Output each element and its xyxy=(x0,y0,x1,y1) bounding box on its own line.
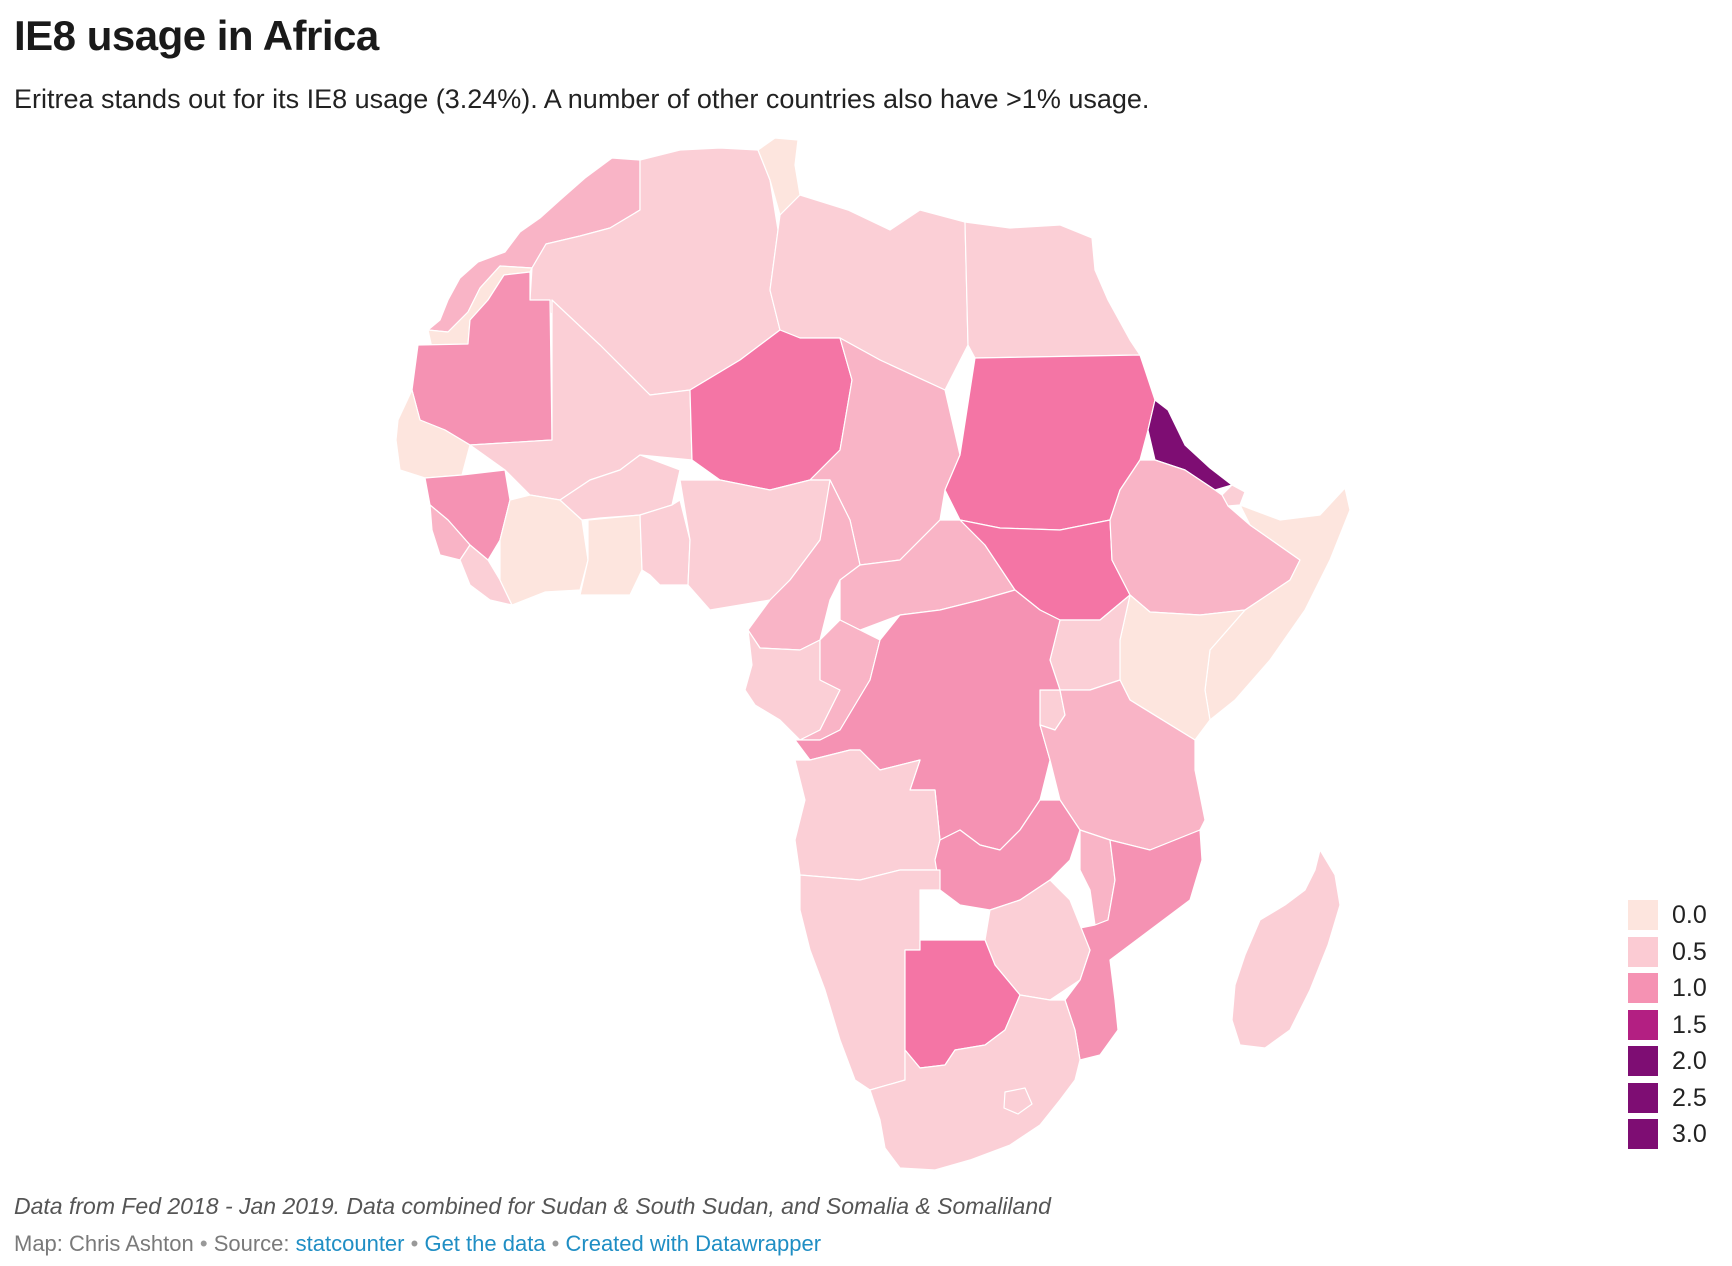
map-notes: Data from Fed 2018 - Jan 2019. Data comb… xyxy=(14,1193,1051,1219)
country-djibouti[interactable] xyxy=(1221,484,1246,507)
legend-label: 2.5 xyxy=(1672,1083,1707,1112)
byline-separator: • xyxy=(551,1231,560,1256)
source-link[interactable]: statcounter xyxy=(295,1231,405,1256)
byline-separator: • xyxy=(199,1231,208,1256)
legend-label: 1.5 xyxy=(1672,1010,1707,1039)
country-mozambique[interactable] xyxy=(1064,829,1203,1061)
legend-label: 2.0 xyxy=(1672,1047,1707,1075)
legend-label: 3.0 xyxy=(1672,1120,1707,1148)
legend-label: 1.0 xyxy=(1672,974,1707,1002)
legend-swatch xyxy=(1628,1046,1658,1076)
legend-swatch xyxy=(1628,900,1658,930)
country-eritrea[interactable] xyxy=(1147,399,1233,491)
country-ghana[interactable] xyxy=(579,514,643,596)
country-tunisia[interactable] xyxy=(757,137,801,216)
legend-swatch xyxy=(1628,1119,1658,1149)
country-madagascar[interactable] xyxy=(1231,849,1341,1049)
byline-source-prefix: Source: xyxy=(213,1231,290,1256)
map-title: IE8 usage in Africa xyxy=(14,12,379,59)
legend-swatch xyxy=(1628,1009,1658,1040)
country-togo-benin[interactable] xyxy=(639,499,691,586)
country-lesotho[interactable] xyxy=(1003,1087,1033,1115)
legend-swatch xyxy=(1628,936,1658,967)
legend-swatch xyxy=(1628,973,1658,1003)
legend-swatch xyxy=(1628,1082,1658,1113)
country-somalia[interactable] xyxy=(1204,487,1351,721)
africa-choropleth-map xyxy=(395,137,1351,1171)
map-subtitle: Eritrea stands out for its IE8 usage (3.… xyxy=(14,84,1150,114)
country-south-africa[interactable] xyxy=(869,994,1081,1171)
byline-separator: • xyxy=(410,1231,419,1256)
legend-label: 0.0 xyxy=(1672,901,1707,929)
country-egypt[interactable] xyxy=(964,221,1141,359)
created-with-link[interactable]: Created with Datawrapper xyxy=(565,1231,822,1256)
country-zambia[interactable] xyxy=(934,799,1081,911)
byline-author: Map: Chris Ashton xyxy=(14,1231,194,1256)
get-data-link[interactable]: Get the data xyxy=(424,1231,546,1256)
byline: Map: Chris Ashton • Source: statcounter … xyxy=(14,1231,821,1257)
legend-label: 0.5 xyxy=(1672,937,1707,966)
country-burkina-faso[interactable] xyxy=(559,454,681,521)
